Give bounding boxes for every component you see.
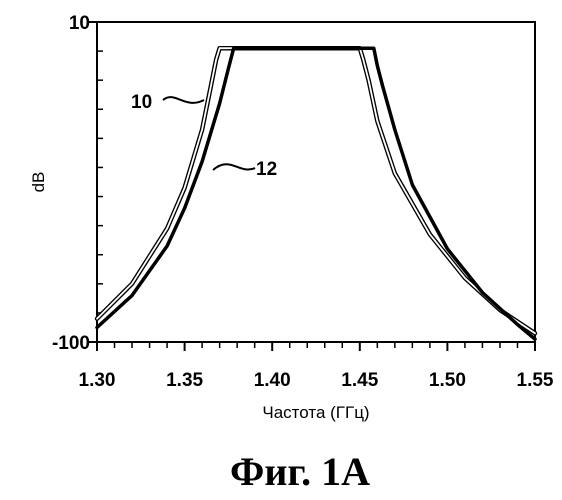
series-12-line xyxy=(97,48,535,339)
plot-frame xyxy=(97,22,535,342)
x-axis-label: Частота (ГГц) xyxy=(262,403,369,422)
series-10-line-outline xyxy=(97,48,535,333)
x-tick-label: 1.40 xyxy=(254,370,291,391)
y-tick-label-top: 10 xyxy=(69,13,90,34)
figure-caption: Фиг. 1A xyxy=(230,449,370,494)
series-label-10: 10 xyxy=(131,92,152,113)
x-tick-labels: 1.30 1.35 1.40 1.45 1.50 1.55 xyxy=(79,370,554,391)
y-tick-label-bottom: -100 xyxy=(52,333,90,354)
series-label-12-group: 12 xyxy=(213,159,277,180)
series-layer xyxy=(97,48,535,339)
x-tick-label: 1.55 xyxy=(517,370,554,391)
series-10-line-inner xyxy=(97,48,535,333)
x-tick-label: 1.50 xyxy=(429,370,466,391)
x-tick-label: 1.45 xyxy=(341,370,378,391)
series-label-10-leader xyxy=(163,97,204,103)
x-minor-ticks xyxy=(97,342,535,351)
y-axis-label: dB xyxy=(29,172,48,193)
series-label-10-group: 10 xyxy=(131,92,204,113)
series-label-12-leader xyxy=(213,164,255,170)
x-tick-label: 1.35 xyxy=(166,370,203,391)
series-label-12: 12 xyxy=(256,159,277,180)
x-tick-label: 1.30 xyxy=(79,370,116,391)
